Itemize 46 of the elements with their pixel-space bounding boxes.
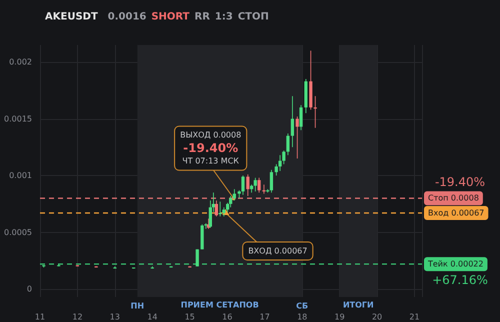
- x-tick-label: 11: [34, 312, 46, 322]
- text: ПН: [130, 302, 144, 310]
- chart-title: AKEUSDT: [45, 12, 98, 22]
- candlestick: [257, 177, 261, 193]
- candlestick: [299, 104, 303, 131]
- x-tick-label: 17: [260, 312, 270, 322]
- candlestick: [278, 154, 282, 172]
- text: -19.40%: [434, 175, 486, 190]
- candlestick: [113, 266, 116, 268]
- y-tick-label: 0.002: [9, 58, 32, 67]
- y-tick-label: 0.0015: [4, 114, 32, 124]
- x-tick-label: 13: [110, 312, 120, 322]
- candlestick: [222, 206, 226, 217]
- x-tick-label: 18: [297, 312, 308, 322]
- band-label: ИТОГИ: [342, 300, 374, 310]
- x-tick-label: 16: [222, 312, 232, 322]
- x-tick-label: 14: [147, 312, 158, 322]
- candlestick: [246, 174, 250, 196]
- annotation: ВХОД 0.00067: [248, 246, 308, 256]
- chart-subtitle: 0.0016 SHORT RR 1:3 СТОП: [108, 12, 269, 22]
- text: +67.16%: [432, 273, 488, 288]
- candlestick: [296, 116, 299, 159]
- candlestick: [214, 200, 218, 217]
- x-tick-label: 20: [372, 312, 382, 322]
- x-tick-label: 12: [72, 312, 83, 322]
- x-tick-label: 21: [409, 312, 420, 322]
- candlestick: [290, 96, 294, 148]
- band-label: ПРИЕМ СЕТАПОВ: [180, 300, 259, 310]
- candlestick: [314, 96, 317, 128]
- ref-line-label: Вход 0.00067: [428, 208, 484, 218]
- candlestick: [196, 248, 199, 267]
- candlestick: [200, 224, 204, 250]
- y-tick-label: 0.0005: [4, 228, 32, 237]
- candlestick: [270, 169, 274, 193]
- x-tick-label: 15: [184, 312, 195, 322]
- annotation: ВЫХОД 0.0008 -19.40% ЧТ 07:13 МСК: [180, 130, 242, 166]
- candlestick: [241, 175, 245, 196]
- y-tick-label: 0.001: [9, 171, 32, 180]
- candlestick: [254, 177, 257, 192]
- candlestick: [286, 133, 290, 156]
- ref-line-label: Стоп 0.0008: [428, 194, 479, 203]
- ref-line-label: Тейк 0.00022: [427, 260, 484, 269]
- candlestick: [229, 196, 232, 208]
- text: СБ: [296, 302, 308, 310]
- y-tick-label: 0: [26, 284, 32, 294]
- x-tick-label: 19: [334, 312, 345, 322]
